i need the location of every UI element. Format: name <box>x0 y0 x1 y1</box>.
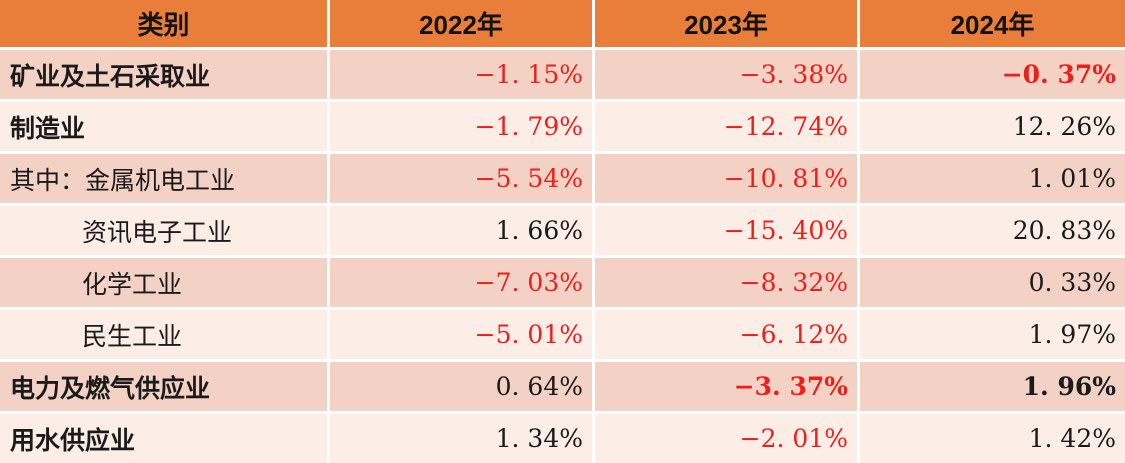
column-header-year-2: 2023年 <box>595 0 860 47</box>
value-cell: −3. 37% <box>595 362 860 411</box>
value-cell: 0. 64% <box>330 362 595 411</box>
table-body: 矿业及土石采取业 −1. 15% −3. 38% −0. 37% 制造业 −1. 79% −… <box>0 47 1125 463</box>
value-cell: 1. 42% <box>1028 424 1116 453</box>
value-cell: 1. 96% <box>1022 372 1116 401</box>
value-cell: −3. 38% <box>595 50 860 99</box>
value-cell: 1. 34% <box>330 414 595 463</box>
value-cell: 20. 83% <box>1012 216 1116 245</box>
row-label: 矿业及土石采取业 <box>0 50 330 99</box>
column-header-year-3: 2024年 <box>950 10 1035 40</box>
column-header-year-1: 2022年 <box>330 0 595 47</box>
value-cell: 1. 66% <box>330 206 595 255</box>
table-row: 其中：金属机电工业 −5. 54% −10. 81% 1. 01% <box>0 151 1125 203</box>
value-cell: 1. 97% <box>1028 320 1116 349</box>
row-label: 民生工业 <box>0 310 330 359</box>
value-cell: 0. 33% <box>1028 268 1116 297</box>
table-row: 资讯电子工业 1. 66% −15. 40% 20. 83% <box>0 203 1125 255</box>
row-label: 电力及燃气供应业 <box>0 362 330 411</box>
row-label: 化学工业 <box>0 258 330 307</box>
table-row: 电力及燃气供应业 0. 64% −3. 37% 1. 96% <box>0 359 1125 411</box>
row-label: 资讯电子工业 <box>0 206 330 255</box>
value-cell: −8. 32% <box>595 258 860 307</box>
value-cell: 1. 01% <box>1028 164 1116 193</box>
value-cell: −12. 74% <box>595 102 860 151</box>
value-cell: −7. 03% <box>330 258 595 307</box>
value-cell: 12. 26% <box>1012 112 1116 141</box>
value-cell: −6. 12% <box>595 310 860 359</box>
value-cell: −5. 01% <box>330 310 595 359</box>
value-cell: −1. 15% <box>330 50 595 99</box>
row-label: 制造业 <box>0 102 330 151</box>
value-cell: −15. 40% <box>595 206 860 255</box>
table-row: 制造业 −1. 79% −12. 74% 12. 26% <box>0 99 1125 151</box>
column-header-category: 类别 <box>0 0 330 47</box>
value-cell: −5. 54% <box>330 154 595 203</box>
value-cell: −10. 81% <box>595 154 860 203</box>
table-row: 化学工业 −7. 03% −8. 32% 0. 33% <box>0 255 1125 307</box>
value-cell: −2. 01% <box>595 414 860 463</box>
table-row: 用水供应业 1. 34% −2. 01% 1. 42% <box>0 411 1125 463</box>
table-row: 民生工业 −5. 01% −6. 12% 1. 97% <box>0 307 1125 359</box>
value-cell: −1. 79% <box>330 102 595 151</box>
value-cell: −0. 37% <box>1001 60 1116 89</box>
row-label: 用水供应业 <box>0 414 330 463</box>
table-header-row: 类别 2022年 2023年 2024年 <box>0 0 1125 47</box>
row-label: 其中：金属机电工业 <box>0 154 330 203</box>
table-row: 矿业及土石采取业 −1. 15% −3. 38% −0. 37% <box>0 47 1125 99</box>
